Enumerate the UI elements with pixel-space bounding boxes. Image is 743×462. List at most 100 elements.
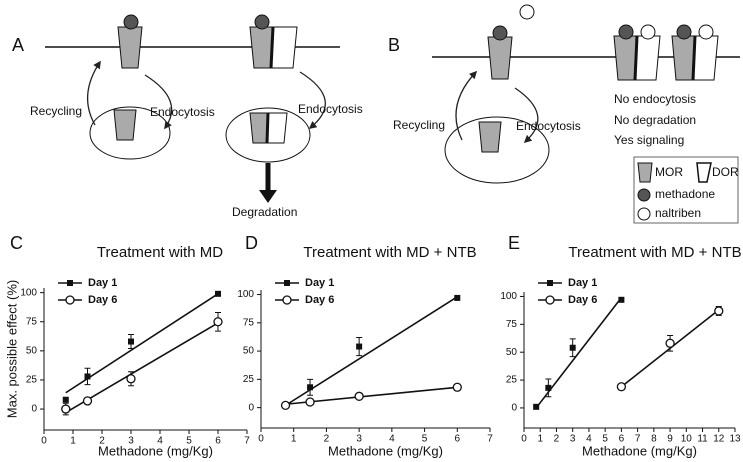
y-tick-label: 100 bbox=[237, 289, 254, 300]
legend-label: Day 6 bbox=[568, 294, 597, 306]
marker bbox=[454, 294, 461, 301]
label: Endocytosis bbox=[298, 102, 363, 116]
panel-label: C bbox=[10, 233, 23, 253]
marker bbox=[665, 338, 675, 348]
x-tick-label: 4 bbox=[157, 436, 163, 447]
x-tick-label: 7 bbox=[487, 434, 493, 445]
note: Yes signaling bbox=[614, 133, 684, 147]
x-tick-label: 1 bbox=[70, 436, 76, 447]
marker bbox=[305, 397, 315, 407]
mor-receptor bbox=[249, 112, 269, 144]
y-tick-label: 75 bbox=[26, 316, 38, 327]
legend-label: methadone bbox=[655, 187, 715, 201]
legend-marker bbox=[65, 295, 75, 305]
panel-label: A bbox=[12, 35, 24, 55]
legend-label: DOR bbox=[712, 165, 739, 179]
label: Recycling bbox=[30, 104, 82, 118]
marker bbox=[545, 384, 552, 391]
x-tick-label: 1 bbox=[537, 434, 543, 445]
x-tick-label: 4 bbox=[586, 434, 592, 445]
chart-title: Treatment with MD bbox=[97, 244, 223, 261]
marker bbox=[714, 306, 724, 316]
legend-label: Day 6 bbox=[88, 294, 117, 306]
y-tick-label: 50 bbox=[506, 347, 518, 358]
divider bbox=[691, 35, 697, 81]
y-tick-label: 75 bbox=[243, 317, 255, 328]
x-tick-label: 3 bbox=[128, 436, 134, 447]
divider bbox=[265, 112, 270, 144]
x-tick-label: 8 bbox=[651, 434, 657, 445]
endosome bbox=[225, 107, 311, 163]
x-tick-label: 7 bbox=[244, 436, 250, 447]
arrow bbox=[299, 71, 326, 129]
legend-marker bbox=[547, 280, 553, 286]
dor-receptor bbox=[266, 112, 288, 144]
note: No degradation bbox=[614, 113, 696, 127]
marker bbox=[126, 374, 136, 384]
y-axis-label: Max. possible effect (%) bbox=[4, 280, 19, 418]
x-axis-label: Methadone (mg/Kg) bbox=[582, 443, 697, 458]
naltriben bbox=[698, 24, 714, 40]
x-tick-label: 6 bbox=[455, 434, 461, 445]
marker bbox=[307, 384, 314, 391]
mor-receptor bbox=[487, 36, 513, 80]
legend-marker bbox=[545, 295, 555, 305]
x-tick-label: 5 bbox=[422, 434, 428, 445]
x-tick-label: 5 bbox=[602, 434, 608, 445]
arrow bbox=[514, 87, 539, 144]
y-tick-label: 0 bbox=[31, 404, 37, 415]
legend-label: MOR bbox=[655, 165, 683, 179]
naltriben-icon bbox=[637, 207, 651, 221]
naltriben bbox=[640, 24, 656, 40]
y-tick-label: 100 bbox=[20, 287, 37, 298]
x-axis-label: Methadone (mg/Kg) bbox=[328, 443, 443, 458]
legend-label: naltriben bbox=[655, 206, 701, 220]
label: Endocytosis bbox=[516, 119, 581, 133]
marker bbox=[62, 396, 69, 403]
x-tick-label: 6 bbox=[619, 434, 625, 445]
marker bbox=[354, 391, 364, 401]
x-tick-label: 10 bbox=[681, 434, 693, 445]
methadone bbox=[492, 25, 508, 41]
y-tick-label: 0 bbox=[248, 402, 254, 413]
x-axis-label: Methadone (mg/Kg) bbox=[98, 443, 213, 458]
fit-line bbox=[65, 293, 219, 394]
y-tick-label: 100 bbox=[500, 291, 517, 302]
arrow bbox=[86, 60, 101, 126]
legend-label: Day 1 bbox=[88, 277, 117, 289]
x-tick-label: 5 bbox=[186, 436, 192, 447]
note: No endocytosis bbox=[614, 92, 696, 106]
marker bbox=[356, 343, 363, 350]
x-tick-label: 2 bbox=[99, 436, 105, 447]
x-tick-label: 0 bbox=[258, 434, 264, 445]
panel-b: B Recycling Endocytosis No endocytosis N… bbox=[388, 4, 740, 224]
panel-label: B bbox=[388, 35, 400, 55]
y-tick-label: 25 bbox=[506, 375, 518, 386]
y-tick-label: 50 bbox=[26, 345, 38, 356]
y-tick-label: 25 bbox=[243, 374, 255, 385]
x-tick-label: 3 bbox=[356, 434, 362, 445]
marker bbox=[84, 373, 91, 380]
x-tick-label: 2 bbox=[554, 434, 560, 445]
y-tick-label: 75 bbox=[506, 319, 518, 330]
x-tick-label: 4 bbox=[389, 434, 395, 445]
arrow bbox=[455, 70, 478, 141]
legend-box bbox=[633, 156, 739, 224]
methadone bbox=[123, 14, 139, 30]
methadone-icon bbox=[637, 188, 651, 202]
chart-title: Treatment with MD + NTB bbox=[303, 244, 476, 261]
mor-receptor bbox=[249, 26, 274, 69]
x-tick-label: 3 bbox=[570, 434, 576, 445]
x-tick-label: 0 bbox=[521, 434, 527, 445]
divider bbox=[269, 26, 275, 69]
naltriben bbox=[519, 4, 535, 20]
x-tick-label: 7 bbox=[635, 434, 641, 445]
dor-receptor bbox=[692, 35, 719, 81]
legend-label: Day 6 bbox=[305, 294, 334, 306]
marker bbox=[616, 382, 627, 392]
mor-receptor bbox=[478, 121, 502, 153]
marker bbox=[452, 382, 462, 392]
label: Endocytosis bbox=[150, 105, 215, 119]
x-tick-label: 0 bbox=[41, 436, 47, 447]
